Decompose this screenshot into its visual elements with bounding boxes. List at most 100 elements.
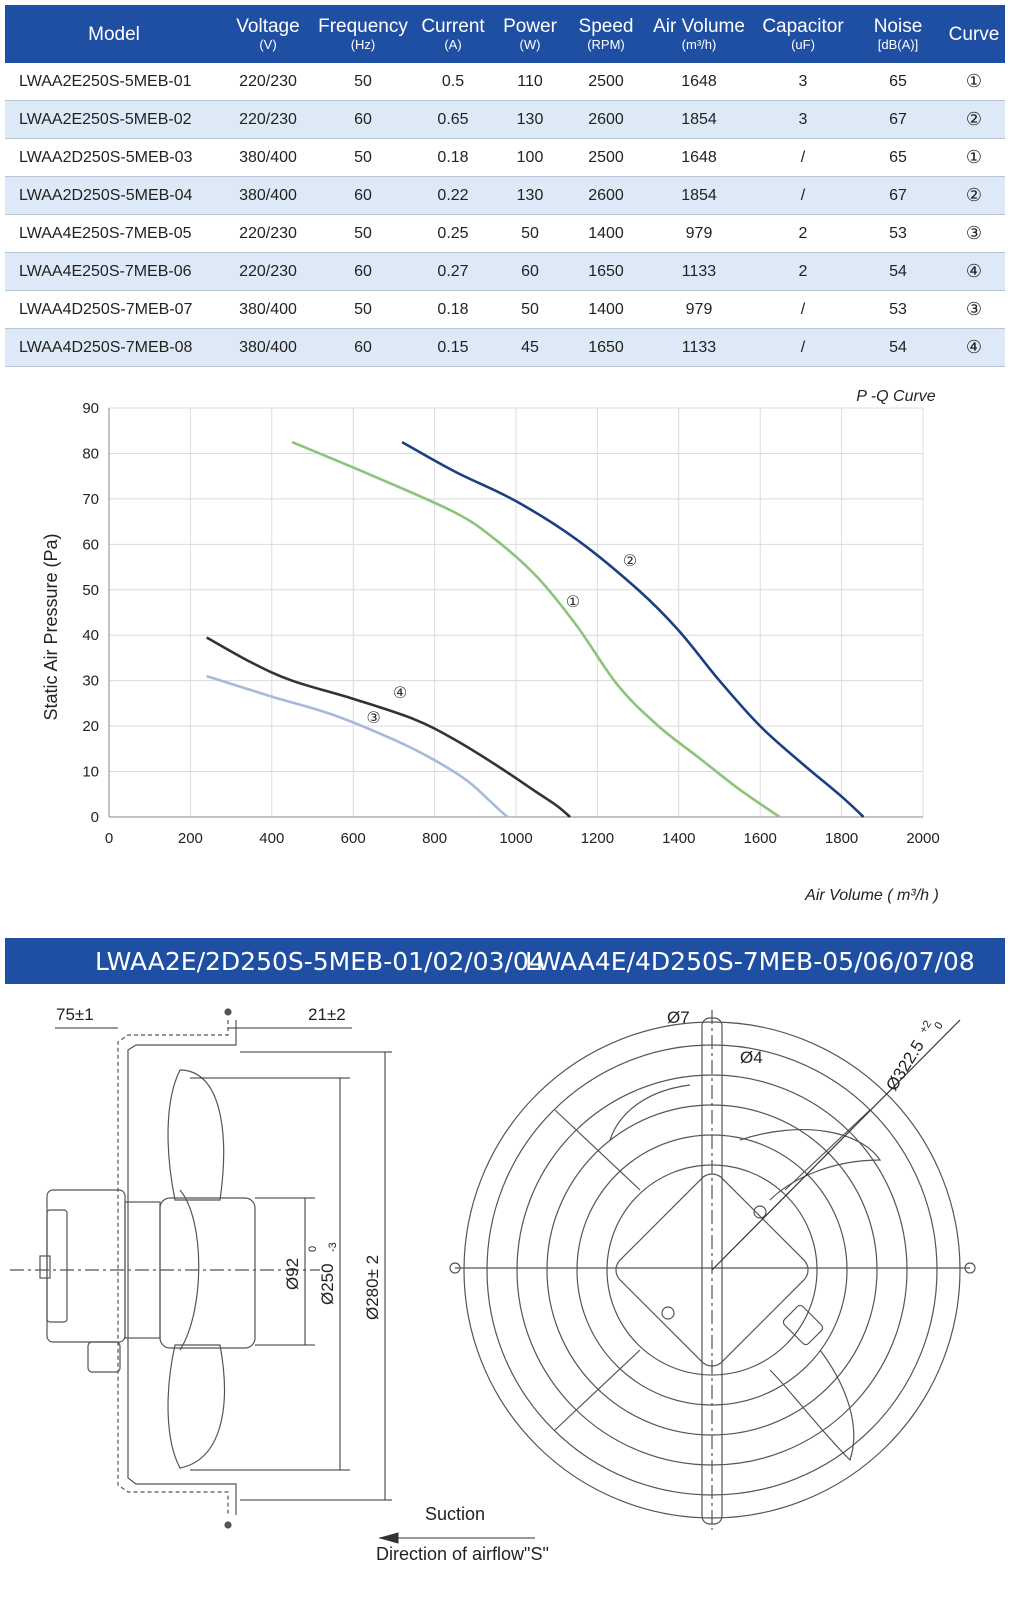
table-cell: 220/230 <box>223 214 313 253</box>
table-cell: 2 <box>753 214 853 253</box>
table-cell: 2600 <box>567 100 645 139</box>
x-tick-label: 800 <box>422 830 447 847</box>
table-cell: 0.5 <box>413 63 493 101</box>
table-header-name: Curve <box>948 23 1000 45</box>
front-blade-1 <box>739 1129 882 1201</box>
curve-label: ① <box>566 592 580 611</box>
table-cell: 1400 <box>567 290 645 329</box>
table-cell: / <box>753 328 853 367</box>
fan-blade-bottom <box>167 1344 226 1469</box>
dim-75-label: 75±1 <box>56 1005 94 1024</box>
table-cell: 220/230 <box>223 252 313 291</box>
table-row: LWAA4D250S-7MEB-08 380/400 60 0.15 45 1650 113… <box>5 328 1005 367</box>
chart-xlabel: Air Volume ( m³/h ) <box>804 887 939 904</box>
side-view <box>10 1008 320 1529</box>
table-row: LWAA4E250S-7MEB-06 220/230 60 0.27 60 1650 113… <box>5 252 1005 291</box>
table-cell: 380/400 <box>223 138 313 177</box>
table-cell: 1133 <box>645 328 753 367</box>
table-cell: 220/230 <box>223 63 313 101</box>
table-cell: 50 <box>313 290 413 329</box>
table-header-name: Voltage <box>236 15 300 37</box>
dim-280-label: Ø280± 2 <box>363 1255 382 1320</box>
table-cell: LWAA4E250S-7MEB-05 <box>5 214 223 253</box>
table-header-name: Air Volume <box>653 15 745 37</box>
table-cell: LWAA2D250S-5MEB-03 <box>5 138 223 177</box>
table-header-unit: (W) <box>519 36 541 52</box>
table-cell: 380/400 <box>223 290 313 329</box>
banner-right: LWAA4E/4D250S-7MEB-05/06/07/08 <box>525 947 975 976</box>
table-cell: ② <box>943 100 1005 139</box>
y-tick-label: 70 <box>82 491 99 508</box>
table-cell: 979 <box>645 214 753 253</box>
y-tick-label: 60 <box>82 536 99 553</box>
table-cell: 100 <box>493 138 567 177</box>
table-cell: / <box>753 176 853 215</box>
table-row: LWAA2E250S-5MEB-02 220/230 60 0.65 130 2600 18… <box>5 100 1005 139</box>
table-cell: 2 <box>753 252 853 291</box>
y-tick-label: 30 <box>82 673 99 690</box>
suction-label: Suction <box>425 1504 485 1524</box>
table-cell: 60 <box>313 176 413 215</box>
table-cell: ④ <box>943 252 1005 291</box>
x-tick-label: 0 <box>105 830 113 847</box>
table-cell: 110 <box>493 63 567 101</box>
table-cell: 1133 <box>645 252 753 291</box>
airflow-arrow-head <box>378 1532 399 1544</box>
model-banner: LWAA2E/2D250S-5MEB-01/02/03/04 LWAA4E/4D… <box>5 938 1005 984</box>
y-tick-label: 10 <box>82 764 99 781</box>
x-tick-label: 1200 <box>581 830 614 847</box>
table-cell: ② <box>943 176 1005 215</box>
chart-title: P -Q Curve <box>856 388 936 405</box>
x-tick-label: 600 <box>341 830 366 847</box>
curve-label: ③ <box>366 708 380 727</box>
table-cell: 60 <box>313 328 413 367</box>
front-blade-2 <box>769 1349 855 1462</box>
table-header-unit: (uF) <box>791 36 815 52</box>
table-cell: LWAA2E250S-5MEB-01 <box>5 63 223 101</box>
table-cell: 0.22 <box>413 176 493 215</box>
table-cell: 50 <box>313 138 413 177</box>
chart-curve-labels: ① ② ③④ <box>366 551 637 727</box>
x-tick-label: 1000 <box>499 830 532 847</box>
table-cell: 3 <box>753 63 853 101</box>
table-cell: 0.18 <box>413 138 493 177</box>
table-cell: 0.15 <box>413 328 493 367</box>
table-cell: 50 <box>313 214 413 253</box>
chart-axes: 0 200 400 600 800 1000 1200 1400 1600 1800 2000 0 10… <box>82 400 939 847</box>
table-cell: 2500 <box>567 138 645 177</box>
front-cable-gland <box>782 1304 824 1346</box>
banner-left: LWAA2E/2D250S-5MEB-01/02/03/04 <box>95 947 545 976</box>
table-cell: 979 <box>645 290 753 329</box>
table-body: LWAA2E250S-5MEB-01 220/230 50 0.5 110 2500 164… <box>5 63 1005 367</box>
table-header-unit: (A) <box>444 36 462 52</box>
table-header-row: Model Voltage (V) Frequency (Hz) Current (A) Po… <box>5 5 1005 63</box>
y-tick-label: 40 <box>82 627 99 644</box>
table-header-unit: [dB(A)] <box>877 36 919 52</box>
table-cell: 1650 <box>567 328 645 367</box>
x-tick-label: 1800 <box>825 830 858 847</box>
airflow-direction-label: Direction of airflow"S" <box>376 1544 549 1564</box>
y-tick-label: 90 <box>82 400 99 417</box>
table-cell: 1648 <box>645 138 753 177</box>
series-line-1 <box>291 440 781 819</box>
table-header-cell: Voltage (V) <box>223 5 313 63</box>
table-cell: / <box>753 290 853 329</box>
front-view <box>449 1010 976 1530</box>
table-cell: LWAA4E250S-7MEB-06 <box>5 252 223 291</box>
table-cell: 0.65 <box>413 100 493 139</box>
side-bracket <box>117 1020 229 1515</box>
table-header-name: Model <box>88 23 140 45</box>
table-cell: 45 <box>493 328 567 367</box>
table-cell: 50 <box>313 63 413 101</box>
dimension-drawing: 75±1 21±2 Ø92 Ø250 0 -3 Ø280± 2 Suction … <box>10 1005 976 1564</box>
chart-series <box>206 440 865 819</box>
table-header-name: Noise <box>873 15 923 37</box>
table-header-cell: Speed (RPM) <box>567 5 645 63</box>
table-cell: 53 <box>853 214 943 253</box>
table-cell: 1854 <box>645 176 753 215</box>
y-tick-label: 0 <box>91 809 99 826</box>
table-header-cell: Current (A) <box>413 5 493 63</box>
x-tick-label: 200 <box>178 830 203 847</box>
table-cell: LWAA4D250S-7MEB-07 <box>5 290 223 329</box>
table-header-cell: Frequency (Hz) <box>313 5 413 63</box>
